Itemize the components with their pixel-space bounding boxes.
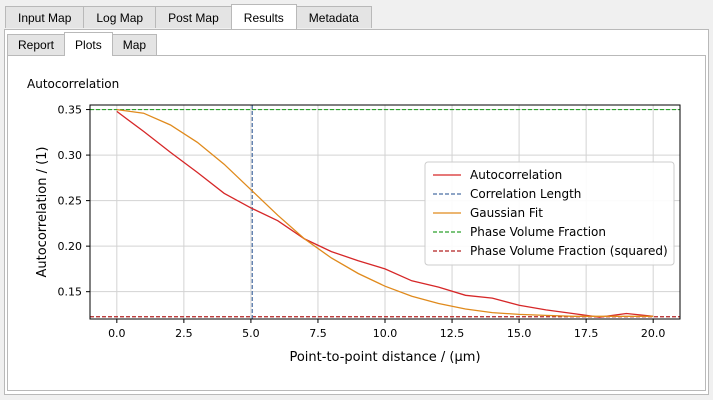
subtab-report[interactable]: Report — [7, 34, 66, 55]
x-tick-label: 2.5 — [175, 327, 193, 340]
tab-post-map[interactable]: Post Map — [155, 6, 232, 28]
plot-title: Autocorrelation — [27, 77, 119, 91]
main-tab-bar: Input Map Log Map Post Map Results Metad… — [5, 4, 372, 30]
y-tick-label: 0.25 — [58, 195, 83, 208]
tab-log-map[interactable]: Log Map — [83, 6, 157, 28]
axis-ticks: 0.0 2.5 5.0 7.5 10.0 12.5 15.0 17.5 20.0 0.15 0.20… — [58, 104, 666, 340]
gaussian-fit-series — [116, 108, 654, 317]
subtab-map[interactable]: Map — [111, 34, 158, 55]
x-tick-label: 15.0 — [507, 327, 532, 340]
subtab-plots[interactable]: Plots — [64, 32, 113, 56]
y-tick-label: 0.35 — [58, 104, 83, 117]
x-tick-label: 5.0 — [242, 327, 260, 340]
chart-legend: Autocorrelation Correlation Length Gaussia… — [424, 161, 675, 266]
y-tick-label: 0.15 — [58, 286, 83, 299]
x-tick-label: 7.5 — [309, 327, 327, 340]
x-tick-label: 17.5 — [574, 327, 599, 340]
legend-label: Gaussian Fit — [470, 206, 543, 220]
y-axis-label: Autocorrelation / (1) — [35, 147, 50, 278]
legend-label: Autocorrelation — [470, 168, 562, 182]
tab-metadata[interactable]: Metadata — [295, 6, 372, 28]
x-tick-label: 0.0 — [108, 327, 126, 340]
autocorrelation-chart: Autocorrelation 0.0 2.5 5.0 7.5 10.0 12.5 15.0… — [27, 77, 681, 365]
y-tick-label: 0.20 — [58, 240, 83, 253]
x-tick-label: 10.0 — [373, 327, 398, 340]
x-axis-label: Point-to-point distance / (µm) — [289, 350, 480, 365]
legend-label: Phase Volume Fraction (squared) — [470, 244, 668, 258]
tab-results[interactable]: Results — [230, 4, 297, 29]
plots-panel: Autocorrelation 0.0 2.5 5.0 7.5 10.0 12.5 15.0… — [7, 55, 706, 391]
y-tick-label: 0.30 — [58, 149, 83, 162]
x-tick-label: 12.5 — [440, 327, 465, 340]
tab-input-map[interactable]: Input Map — [5, 6, 85, 28]
autocorrelation-series — [116, 110, 654, 318]
legend-label: Phase Volume Fraction — [470, 225, 606, 239]
legend-label: Correlation Length — [470, 187, 581, 201]
legend-box — [424, 161, 675, 266]
results-sub-tab-bar: Report Plots Map — [7, 32, 158, 56]
x-tick-label: 20.0 — [641, 327, 666, 340]
chart-series — [90, 105, 680, 319]
